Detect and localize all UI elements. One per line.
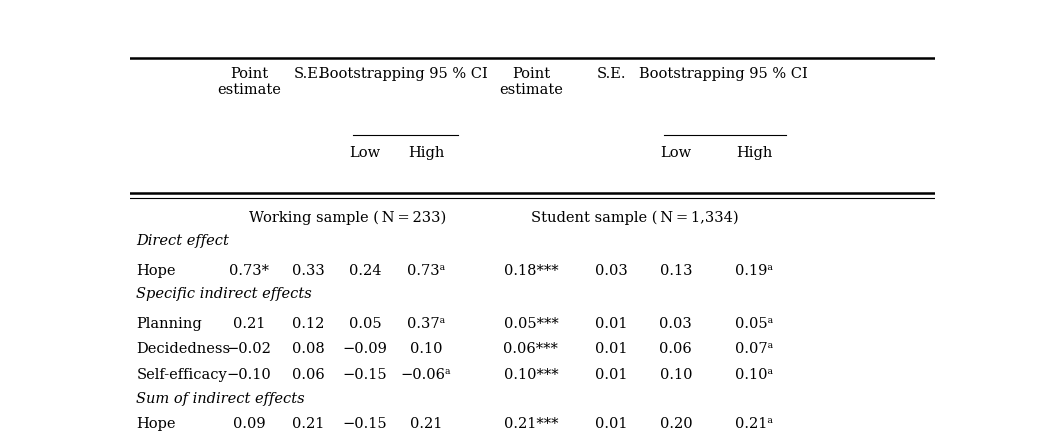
Text: Direct effect: Direct effect <box>136 234 230 249</box>
Text: 0.20: 0.20 <box>660 417 692 432</box>
Text: 0.01: 0.01 <box>595 368 628 382</box>
Text: Specific indirect effects: Specific indirect effects <box>136 287 312 301</box>
Text: Working sample ( N = 233): Working sample ( N = 233) <box>249 210 447 225</box>
Text: −0.02: −0.02 <box>227 342 271 356</box>
Text: 0.21: 0.21 <box>233 317 265 330</box>
Text: 0.24: 0.24 <box>349 264 381 278</box>
Text: 0.06***: 0.06*** <box>504 342 558 356</box>
Text: 0.21: 0.21 <box>292 417 325 432</box>
Text: High: High <box>736 146 772 159</box>
Text: 0.13: 0.13 <box>660 264 692 278</box>
Text: Hope: Hope <box>136 264 176 278</box>
Text: −0.06ᵃ: −0.06ᵃ <box>401 368 452 382</box>
Text: Planning: Planning <box>136 317 202 330</box>
Text: 0.05: 0.05 <box>349 317 381 330</box>
Text: S.E.: S.E. <box>596 67 627 81</box>
Text: 0.01: 0.01 <box>595 342 628 356</box>
Text: 0.19ᵃ: 0.19ᵃ <box>735 264 773 278</box>
Text: 0.03: 0.03 <box>595 264 628 278</box>
Text: Low: Low <box>660 146 691 159</box>
Text: 0.37ᵃ: 0.37ᵃ <box>407 317 446 330</box>
Text: High: High <box>408 146 445 159</box>
Text: Low: Low <box>349 146 380 159</box>
Text: 0.21***: 0.21*** <box>504 417 558 432</box>
Text: 0.21: 0.21 <box>410 417 443 432</box>
Text: 0.08: 0.08 <box>292 342 325 356</box>
Text: −0.15: −0.15 <box>343 368 388 382</box>
Text: 0.21ᵃ: 0.21ᵃ <box>735 417 773 432</box>
Text: Bootstrapping 95 % CI: Bootstrapping 95 % CI <box>639 67 807 81</box>
Text: 0.10: 0.10 <box>660 368 692 382</box>
Text: 0.06: 0.06 <box>292 368 325 382</box>
Text: Self-efficacy: Self-efficacy <box>136 368 228 382</box>
Text: 0.06: 0.06 <box>660 342 692 356</box>
Text: 0.01: 0.01 <box>595 417 628 432</box>
Text: S.E.: S.E. <box>294 67 323 81</box>
Text: Point
estimate: Point estimate <box>217 67 281 97</box>
Text: Hope: Hope <box>136 417 176 432</box>
Text: 0.33: 0.33 <box>292 264 325 278</box>
Text: Student sample ( N = 1,334): Student sample ( N = 1,334) <box>531 210 739 225</box>
Text: Bootstrapping 95 % CI: Bootstrapping 95 % CI <box>319 67 488 81</box>
Text: 0.12: 0.12 <box>292 317 325 330</box>
Text: Point
estimate: Point estimate <box>499 67 563 97</box>
Text: 0.10***: 0.10*** <box>504 368 558 382</box>
Text: −0.09: −0.09 <box>343 342 388 356</box>
Text: 0.05ᵃ: 0.05ᵃ <box>735 317 773 330</box>
Text: Sum of indirect effects: Sum of indirect effects <box>136 392 304 406</box>
Text: 0.10: 0.10 <box>410 342 443 356</box>
Text: 0.10ᵃ: 0.10ᵃ <box>735 368 773 382</box>
Text: 0.03: 0.03 <box>660 317 692 330</box>
Text: 0.18***: 0.18*** <box>504 264 558 278</box>
Text: Decidedness: Decidedness <box>136 342 231 356</box>
Text: −0.15: −0.15 <box>343 417 388 432</box>
Text: −0.10: −0.10 <box>227 368 271 382</box>
Text: 0.73*: 0.73* <box>229 264 269 278</box>
Text: 0.73ᵃ: 0.73ᵃ <box>407 264 446 278</box>
Text: 0.07ᵃ: 0.07ᵃ <box>735 342 773 356</box>
Text: 0.05***: 0.05*** <box>504 317 558 330</box>
Text: 0.09: 0.09 <box>233 417 265 432</box>
Text: 0.01: 0.01 <box>595 317 628 330</box>
